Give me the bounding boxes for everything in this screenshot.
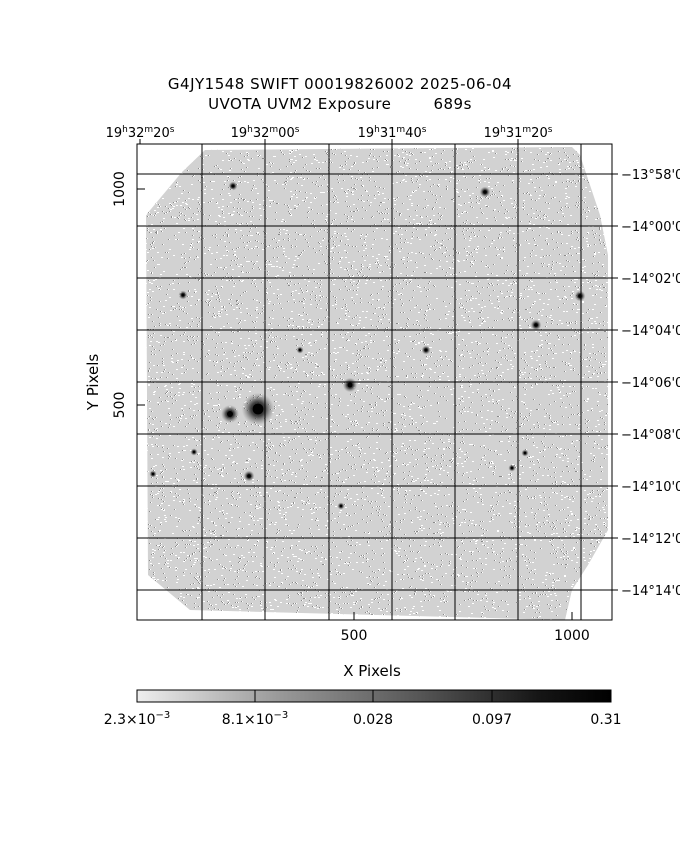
source-core	[523, 451, 527, 455]
source-core	[424, 348, 428, 352]
dec-tick-label: −14°08'0	[621, 428, 680, 443]
dec-tick-label: −14°06'0	[621, 376, 680, 391]
source-core	[534, 323, 538, 327]
plot-title-line2: UVOTA UVM2 Exposure 689s	[208, 95, 472, 113]
colorbar-label-0: 2.3×10−3	[104, 710, 171, 728]
colorbar-label-1: 8.1×10−3	[222, 710, 289, 728]
source-core	[151, 472, 155, 476]
source-core	[483, 190, 487, 194]
colorbar-label-3: 0.097	[472, 712, 512, 728]
dec-tick-label: −14°02'0	[621, 272, 680, 287]
source-core	[181, 293, 185, 297]
colorbar-dividers	[254, 690, 493, 702]
source-core	[339, 504, 343, 508]
source-core	[192, 450, 196, 454]
source-layer	[149, 181, 586, 510]
y-tick-label-1000: 1000	[112, 171, 128, 207]
dec-tick-label: −14°14'0	[621, 584, 680, 599]
source-core	[298, 348, 302, 352]
dec-tick-label: −14°04'0	[621, 324, 680, 339]
dec-tick-label: −13°58'0	[621, 168, 680, 183]
dec-tick-label: −14°12'0	[621, 532, 680, 547]
source-core	[252, 403, 264, 415]
source-core	[231, 184, 235, 188]
axis-ticks	[137, 139, 618, 620]
dec-tick-label: −14°10'0	[621, 480, 680, 495]
x-tick-label-500: 500	[341, 628, 368, 644]
colorbar-label-4: 0.31	[590, 712, 621, 728]
ra-tick-labels: 19h32m20s 19h32m00s 19h31m40s 19h31m20s	[106, 125, 553, 141]
colorbar-label-2: 0.028	[353, 712, 393, 728]
y-tick-label-500: 500	[112, 392, 128, 419]
dec-tick-labels: −13°58'0 −14°00'0 −14°02'0 −14°04'0 −14°06'0…	[621, 168, 680, 599]
y-axis-label: Y Pixels	[84, 354, 102, 412]
plot-title-line1: G4JY1548 SWIFT 00019826002 2025-06-04	[167, 75, 513, 93]
source-core	[347, 382, 353, 388]
source-core	[227, 411, 233, 417]
ra-tick-label: 19h32m20s	[106, 125, 175, 141]
ra-tick-label: 19h31m40s	[358, 125, 427, 141]
coordinate-grid	[137, 144, 612, 620]
ra-tick-label: 19h31m20s	[484, 125, 553, 141]
x-tick-label-1000: 1000	[554, 628, 590, 644]
source-core	[510, 466, 514, 470]
colorbar	[136, 689, 612, 703]
ra-tick-label: 19h32m00s	[231, 125, 300, 141]
colorbar-labels: 2.3×10−3 8.1×10−3 0.028 0.097 0.31	[104, 710, 622, 728]
dec-tick-label: −14°00'0	[621, 220, 680, 235]
x-axis-label: X Pixels	[343, 662, 401, 680]
source-core	[247, 474, 251, 478]
